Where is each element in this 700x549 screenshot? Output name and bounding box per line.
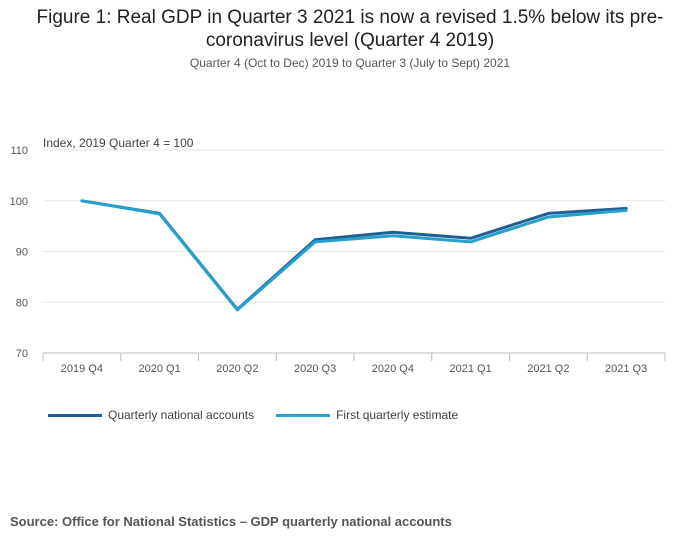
chart-subtitle: Quarter 4 (Oct to Dec) 2019 to Quarter 3… xyxy=(189,56,511,70)
x-tick-label: 2020 Q4 xyxy=(372,363,414,375)
y-axis-label: Index, 2019 Quarter 4 = 100 xyxy=(43,136,194,150)
axes: 70 80 90 100 110 2019 Q4 2020 Q1 2020 Q2 2020 Q3… xyxy=(10,145,666,375)
chart-title: Figure 1: Real GDP in Quarter 3 2021 is … xyxy=(36,7,664,51)
legend-swatch xyxy=(276,413,331,417)
gridlines xyxy=(43,149,665,303)
x-tick-label: 2019 Q4 xyxy=(61,363,103,375)
y-tick-label: 80 xyxy=(16,297,28,309)
y-tick-label: 70 xyxy=(16,348,28,360)
legend-item-quarterly-national-accounts[interactable]: Quarterly national accounts xyxy=(48,408,254,422)
legend-item-first-quarterly-estimate[interactable]: First quarterly estimate xyxy=(276,408,458,422)
legend-label: First quarterly estimate xyxy=(336,408,459,422)
x-tick-label: 2020 Q3 xyxy=(294,363,336,375)
line-chart: 70 80 90 100 110 2019 Q4 2020 Q1 2020 Q2 2020 Q3… xyxy=(10,136,666,375)
y-tick-label: 90 xyxy=(16,247,28,259)
x-tick-label: 2021 Q1 xyxy=(450,363,492,375)
legend-label: Quarterly national accounts xyxy=(108,408,255,422)
legend-swatch xyxy=(48,413,102,417)
x-tick-label: 2020 Q2 xyxy=(216,363,258,375)
y-tick-label: 110 xyxy=(10,145,28,157)
series-line-first-quarterly-estimate xyxy=(80,199,628,312)
source-note: Source: Office for National Statistics –… xyxy=(10,514,452,529)
x-tick-label: 2020 Q1 xyxy=(139,363,181,375)
series-lines xyxy=(80,199,628,312)
x-tick-label: 2021 Q3 xyxy=(605,363,647,375)
y-tick-label: 100 xyxy=(10,196,28,208)
x-tick-label: 2021 Q2 xyxy=(527,363,569,375)
legend: Quarterly national accounts First quarte… xyxy=(48,408,480,422)
